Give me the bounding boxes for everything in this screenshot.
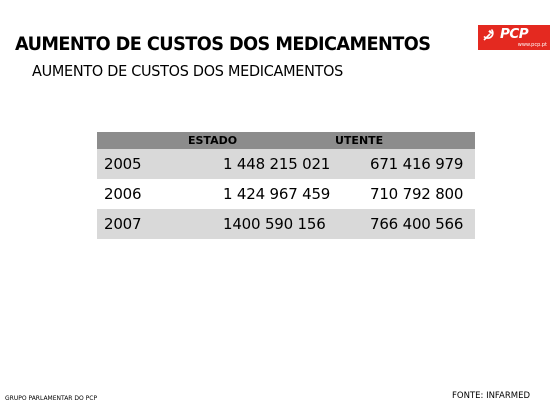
- table-row: 2006 1 424 967 459 710 792 800: [97, 179, 475, 209]
- cell-utente: 671 416 979: [370, 155, 464, 173]
- table-row: 2007 1400 590 156 766 400 566: [97, 209, 475, 239]
- cell-estado: 1 424 967 459: [223, 185, 331, 203]
- hammer-sickle-icon: [483, 28, 494, 41]
- table-row: 2005 1 448 215 021 671 416 979: [97, 149, 475, 179]
- logo-url: www.pcp.pt: [517, 42, 547, 48]
- cell-year: 2007: [104, 215, 142, 233]
- page-subtitle: AUMENTO DE CUSTOS DOS MEDICAMENTOS: [32, 62, 344, 80]
- cell-estado: 1400 590 156: [223, 215, 326, 233]
- cell-utente: 710 792 800: [370, 185, 464, 203]
- cell-year: 2005: [104, 155, 142, 173]
- cell-utente: 766 400 566: [370, 215, 464, 233]
- cell-estado: 1 448 215 021: [223, 155, 331, 173]
- cell-year: 2006: [104, 185, 142, 203]
- header-estado: ESTADO: [188, 134, 238, 147]
- costs-table: ESTADO UTENTE 2005 1 448 215 021 671 416…: [97, 132, 475, 239]
- pcp-logo: PCP www.pcp.pt: [478, 25, 550, 50]
- footer-credit: GRUPO PARLAMENTAR DO PCP: [5, 395, 98, 402]
- table-header: ESTADO UTENTE: [97, 132, 475, 149]
- page-title: AUMENTO DE CUSTOS DOS MEDICAMENTOS: [15, 33, 431, 55]
- header-utente: UTENTE: [335, 134, 384, 147]
- logo-text: PCP: [500, 26, 529, 42]
- footer-source: FONTE: INFARMED: [452, 391, 531, 401]
